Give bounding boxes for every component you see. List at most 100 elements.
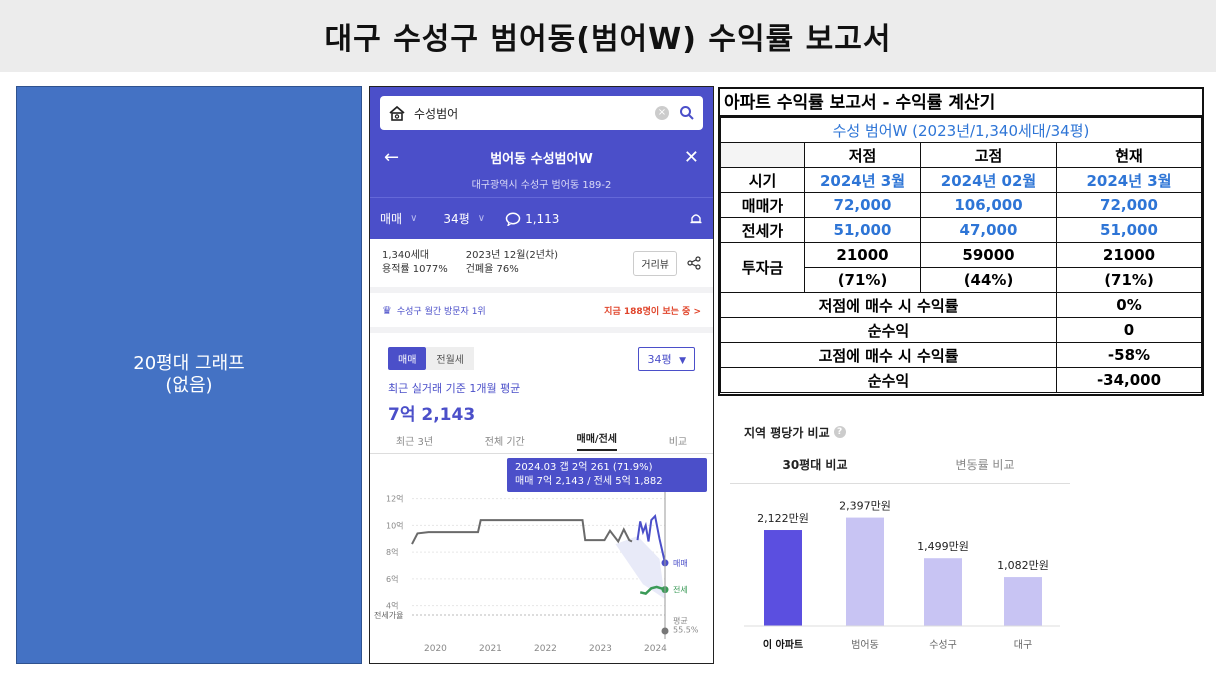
col-now: 현재 <box>1056 142 1202 168</box>
region-title: 지역 평당가 비교 <box>744 425 830 440</box>
tab-3-years[interactable]: 최근 3년 <box>395 437 434 448</box>
net-profit-1-label: 순수익 <box>720 317 1057 343</box>
invest-low: 21000 <box>804 242 921 268</box>
time-high: 2024년 02월 <box>920 167 1057 193</box>
jeonse-high: 47,000 <box>920 217 1057 243</box>
sale-end-label: 매매 <box>673 559 688 568</box>
bar-1 <box>764 530 802 626</box>
average-price: 7억 2,143 <box>388 405 476 425</box>
chevron-down-icon: ∨ <box>477 213 486 224</box>
range-area <box>615 536 665 599</box>
jeonse-now: 51,000 <box>1056 217 1202 243</box>
series-line-3 <box>639 585 666 595</box>
built-date: 2023년 12월(2년차) <box>465 250 559 261</box>
y-tick-label: 10억 <box>386 520 404 530</box>
price-section: 매매 전월세 34평 ▼ 최근 실거래 기준 1개월 평균 7억 2,143 <box>370 333 713 428</box>
col-high: 고점 <box>920 142 1057 168</box>
floor-area-ratio: 용적률 1077% <box>382 264 448 275</box>
size-select[interactable]: 34평 ▼ <box>638 347 695 371</box>
comments-button[interactable]: 1,113 <box>505 212 559 226</box>
time-now: 2024년 3월 <box>1056 167 1202 193</box>
apartment-name: 범어동 수성범어W <box>490 151 593 167</box>
back-arrow-icon[interactable]: ← <box>384 146 400 168</box>
home-icon[interactable] <box>388 105 406 121</box>
bar-category-label: 수성구 <box>929 639 957 651</box>
y-tick-label: 8억 <box>386 547 398 557</box>
bar-4 <box>1004 577 1042 626</box>
placeholder-panel: 20평대 그래프 (없음) <box>16 86 362 664</box>
x-tick-label: 2020 <box>424 644 447 654</box>
net-profit-1-value: 0 <box>1056 317 1202 343</box>
help-icon[interactable]: ? <box>833 426 846 438</box>
visitor-rank-banner[interactable]: ♛ 수성구 월간 방문자 1위 지금 188명이 보는 중 > <box>370 293 713 333</box>
y-tick-label: 6억 <box>386 574 398 584</box>
chevron-down-icon: ∨ <box>410 213 418 224</box>
row-label-sale: 매매가 <box>720 192 805 218</box>
bell-icon[interactable] <box>689 212 703 226</box>
street-view-button[interactable]: 거리뷰 <box>633 250 677 276</box>
y-tick-label: 12억 <box>386 494 404 504</box>
clear-icon[interactable]: × <box>655 106 669 120</box>
bar-value-label: 1,499만원 <box>917 540 969 553</box>
tab-sale-jeonse[interactable]: 매매/전세 <box>576 430 617 451</box>
size-select-label: 34평 <box>647 353 672 366</box>
yield-calculator: 아파트 수익률 보고서 - 수익률 계산기 수성 범어W (2023년/1,34… <box>718 87 1204 396</box>
tab-all-period[interactable]: 전체 기간 <box>484 437 525 448</box>
search-bar-container: 수성범어 × <box>370 87 713 139</box>
apartment-subtitle: 수성 범어W (2023년/1,340세대/34평) <box>720 117 1202 143</box>
tab-change-rate[interactable]: 변동률 비교 <box>955 458 1015 472</box>
size-label: 34평 <box>443 212 470 226</box>
invest-now-ratio: (71%) <box>1056 267 1202 293</box>
region-tabs: 30평대 비교 변동률 비교 <box>730 446 1070 484</box>
placeholder-note: (없음) <box>165 375 213 396</box>
title-bar: 대구 수성구 범어동(범어W) 수익률 보고서 <box>0 0 1216 72</box>
tooltip-prices: 매매 7억 2,143 / 전세 5억 1,882 <box>515 476 663 487</box>
page-title: 대구 수성구 범어동(범어W) 수익률 보고서 <box>324 22 892 57</box>
bar-category-label: 대구 <box>1014 639 1032 651</box>
live-viewers: 지금 188명이 보는 중 > <box>604 306 701 317</box>
sale-now: 72,000 <box>1056 192 1202 218</box>
average-label: 최근 실거래 기준 1개월 평균 <box>388 382 521 395</box>
net-profit-2-label: 순수익 <box>720 367 1057 393</box>
caret-down-icon: ▼ <box>679 356 686 366</box>
bar-value-label: 2,122만원 <box>757 512 809 525</box>
share-icon[interactable] <box>687 256 701 270</box>
bar-value-label: 2,397만원 <box>839 500 891 513</box>
size-dropdown[interactable]: 34평 ∨ <box>443 210 497 227</box>
bar-category-label: 이 아파트 <box>763 638 803 651</box>
apartment-address: 대구광역시 수성구 범어동 189-2 <box>471 180 612 191</box>
rank-text: 수성구 월간 방문자 1위 <box>396 306 486 317</box>
bar-value-label: 1,082만원 <box>997 559 1049 572</box>
x-tick-label: 2021 <box>479 644 502 654</box>
search-bar[interactable]: 수성범어 × <box>380 96 703 130</box>
tab-rent[interactable]: 전월세 <box>426 347 475 370</box>
sale-low: 72,000 <box>804 192 921 218</box>
search-input[interactable]: 수성범어 <box>414 106 459 121</box>
ratio-point <box>661 627 669 635</box>
y-tick-label: 4억 <box>386 601 398 611</box>
tab-sale[interactable]: 매매 <box>388 347 427 370</box>
jeonse-end-label: 전세 <box>673 585 688 595</box>
series-line-1 <box>411 519 633 545</box>
region-comparison: 지역 평당가 비교? 30평대 비교 변동률 비교 2,122만원 이 아파트 2,… <box>730 418 1070 664</box>
invest-high-ratio: (44%) <box>920 267 1057 293</box>
tab-compare[interactable]: 비교 <box>668 437 688 448</box>
chart-tabs: 최근 3년 전체 기간 매매/전세 비교 <box>370 428 713 454</box>
buy-low-label: 저점에 매수 시 수익률 <box>720 292 1057 318</box>
series-line-2 <box>636 514 666 564</box>
tab-30py-compare[interactable]: 30평대 비교 <box>782 458 848 472</box>
calculator-title: 아파트 수익률 보고서 - 수익률 계산기 <box>720 89 1202 117</box>
ratio-avg-label: 평균 <box>673 615 688 625</box>
bar-3 <box>924 558 962 626</box>
search-icon[interactable] <box>679 105 695 121</box>
phone-screenshot: 수성범어 × ← 범어동 수성범어W ✕ 대구광역시 수성구 범어동 189-2… <box>369 86 714 664</box>
apartment-info: 1,340세대 용적률 1077% 2023년 12월(2년차) 건폐율 76% 거… <box>370 239 713 293</box>
row-label-jeonse: 전세가 <box>720 217 805 243</box>
invest-low-ratio: (71%) <box>804 267 921 293</box>
trade-type-dropdown[interactable]: 매매 ∨ <box>380 210 429 227</box>
bar-category-label: 범어동 <box>851 639 879 651</box>
close-icon[interactable]: ✕ <box>683 146 699 168</box>
row-label-invest: 투자금 <box>720 242 805 293</box>
